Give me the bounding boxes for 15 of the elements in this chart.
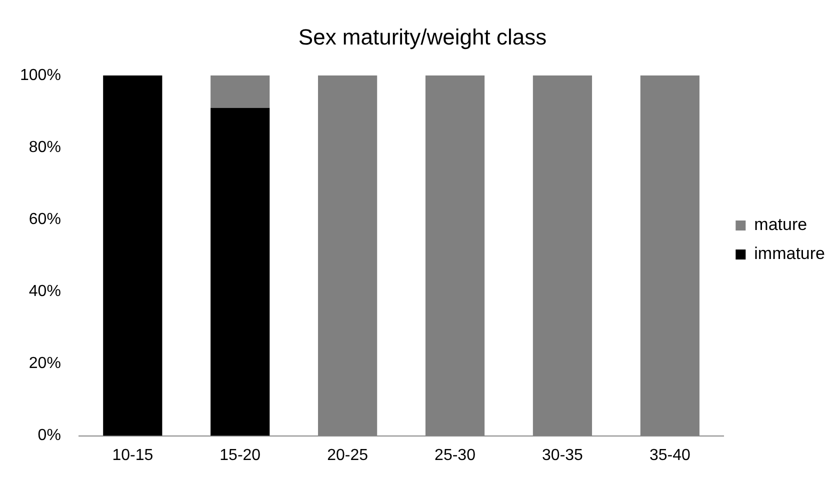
x-tick-label: 15-20 <box>220 446 261 464</box>
x-tick-label: 25-30 <box>434 446 476 464</box>
y-tick-label: 40% <box>28 283 61 300</box>
x-tick-label: 10-15 <box>112 446 154 464</box>
x-tick-label: 30-35 <box>542 446 584 464</box>
x-tick-label: 35-40 <box>649 446 690 464</box>
legend-label: immature <box>754 244 826 264</box>
y-tick-label: 0% <box>38 427 61 444</box>
chart-title: Sex maturity/weight class <box>298 24 547 50</box>
y-tick-label: 60% <box>28 210 61 228</box>
legend-label: mature <box>754 215 808 234</box>
y-tick-label: 100% <box>20 66 61 84</box>
y-tick-label: 80% <box>28 138 61 156</box>
x-tick-label: 20-25 <box>327 446 368 464</box>
y-tick-label: 20% <box>28 355 61 372</box>
